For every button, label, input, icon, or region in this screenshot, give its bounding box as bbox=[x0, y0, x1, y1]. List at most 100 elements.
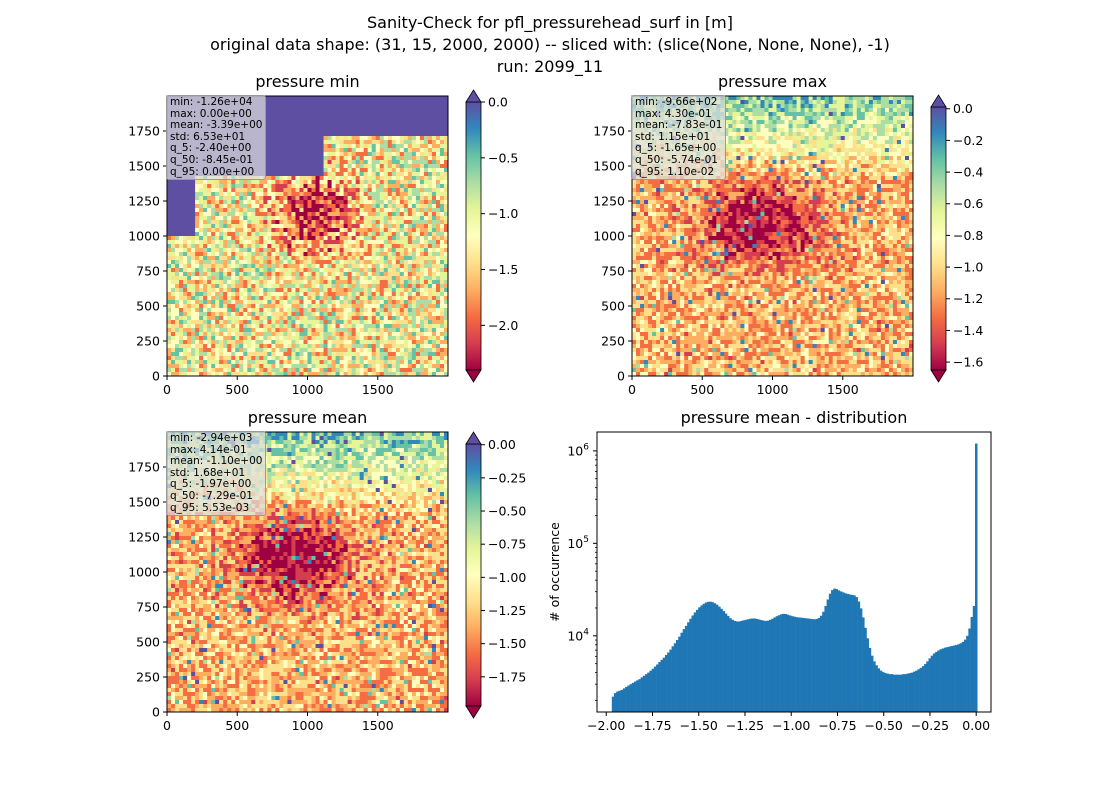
heatmap-cell bbox=[207, 252, 212, 257]
heatmap-cell bbox=[351, 120, 357, 125]
heatmap-cell bbox=[287, 248, 293, 253]
heatmap-cell bbox=[395, 216, 401, 221]
heatmap-cell bbox=[419, 232, 425, 237]
heatmap-cell bbox=[195, 292, 200, 297]
heatmap-cell bbox=[435, 228, 441, 233]
heatmap-cell bbox=[167, 332, 172, 337]
heatmap-cell bbox=[291, 276, 297, 281]
heatmap-cell bbox=[211, 320, 216, 325]
heatmap-cell bbox=[387, 184, 393, 189]
heatmap-cell bbox=[423, 276, 429, 281]
heatmap-cell bbox=[343, 184, 349, 189]
heatmap-cell bbox=[439, 176, 445, 181]
heatmap-cell bbox=[299, 296, 305, 301]
heatmap-cell bbox=[267, 352, 272, 357]
heatmap-cell bbox=[367, 152, 373, 157]
heatmap-cell bbox=[227, 276, 232, 281]
heatmap-cell bbox=[179, 296, 184, 301]
heatmap-cell bbox=[331, 364, 337, 369]
heatmap-cell bbox=[327, 180, 333, 185]
heatmap-cell bbox=[728, 96, 733, 101]
heatmap-cell bbox=[275, 140, 280, 145]
heatmap-cell bbox=[367, 352, 373, 357]
heatmap-cell bbox=[215, 244, 220, 249]
heatmap-cell bbox=[387, 224, 393, 229]
heatmap-cell bbox=[211, 328, 216, 333]
heatmap-cell bbox=[287, 316, 293, 321]
heatmap-cell bbox=[327, 212, 333, 217]
heatmap-cell bbox=[243, 264, 248, 269]
heatmap-cell bbox=[287, 352, 293, 357]
heatmap-cell bbox=[439, 368, 445, 373]
heatmap-cell bbox=[355, 200, 361, 205]
heatmap-cell bbox=[367, 156, 373, 161]
heatmap-cell bbox=[355, 100, 361, 105]
heatmap-cell bbox=[295, 300, 301, 305]
heatmap-cell bbox=[227, 308, 232, 313]
heatmap-cell bbox=[211, 316, 216, 321]
heatmap-cell bbox=[287, 328, 293, 333]
heatmap-cell bbox=[271, 220, 276, 225]
heatmap-cell bbox=[283, 192, 289, 197]
heatmap-cell bbox=[355, 260, 361, 265]
heatmap-cell bbox=[327, 132, 333, 137]
heatmap-cell bbox=[379, 148, 385, 153]
heatmap-cell bbox=[275, 100, 280, 105]
heatmap-cell bbox=[211, 272, 216, 277]
heatmap-cell bbox=[431, 296, 437, 301]
heatmap-cell bbox=[251, 260, 256, 265]
heatmap-cell bbox=[395, 256, 401, 261]
heatmap-cell bbox=[183, 348, 188, 353]
heatmap-cell bbox=[187, 356, 192, 361]
heatmap-cell bbox=[439, 360, 445, 365]
heatmap-cell bbox=[351, 284, 357, 289]
heatmap-cell bbox=[183, 300, 188, 305]
heatmap-cell bbox=[399, 284, 405, 289]
heatmap-cell bbox=[339, 328, 345, 333]
heatmap-cell bbox=[179, 264, 184, 269]
heatmap-cell bbox=[219, 308, 224, 313]
heatmap-cell bbox=[195, 308, 200, 313]
heatmap-cell bbox=[379, 108, 385, 113]
heatmap-cell bbox=[431, 192, 437, 197]
heatmap-cell bbox=[427, 124, 433, 129]
heatmap-cell bbox=[227, 320, 232, 325]
heatmap-cell bbox=[423, 280, 429, 285]
heatmap-cell bbox=[395, 268, 401, 273]
heatmap-cell bbox=[343, 312, 349, 317]
heatmap-cell bbox=[215, 220, 220, 225]
heatmap-cell bbox=[263, 236, 268, 241]
heatmap-cell bbox=[327, 308, 333, 313]
heatmap-cell bbox=[191, 336, 196, 341]
heatmap-cell bbox=[327, 264, 333, 269]
heatmap-cell bbox=[371, 340, 377, 345]
heatmap-cell bbox=[403, 288, 409, 293]
heatmap-cell bbox=[323, 116, 329, 121]
heatmap-cell bbox=[283, 128, 289, 133]
heatmap-cell bbox=[251, 336, 256, 341]
heatmap-cell bbox=[407, 324, 413, 329]
heatmap-cell bbox=[187, 216, 192, 221]
heatmap-cell bbox=[291, 140, 297, 145]
heatmap-cell bbox=[439, 124, 445, 129]
heatmap-cell bbox=[327, 328, 333, 333]
heatmap-cell bbox=[179, 300, 184, 305]
heatmap-cell bbox=[359, 356, 365, 361]
heatmap-cell bbox=[343, 104, 349, 109]
heatmap-cell bbox=[395, 272, 401, 277]
heatmap-cell bbox=[311, 216, 317, 221]
heatmap-cell bbox=[403, 192, 409, 197]
heatmap-cell bbox=[367, 104, 373, 109]
heatmap-cell bbox=[391, 336, 397, 341]
heatmap-cell bbox=[271, 328, 276, 333]
heatmap-cell bbox=[287, 192, 293, 197]
heatmap-cell bbox=[327, 156, 333, 161]
heatmap-cell bbox=[351, 132, 357, 137]
heatmap-cell bbox=[423, 112, 429, 117]
heatmap-cell bbox=[203, 328, 208, 333]
heatmap-cell bbox=[311, 140, 317, 145]
heatmap-cell bbox=[275, 336, 280, 341]
heatmap-cell bbox=[403, 260, 409, 265]
heatmap-cell bbox=[171, 280, 176, 285]
heatmap-cell bbox=[435, 264, 441, 269]
